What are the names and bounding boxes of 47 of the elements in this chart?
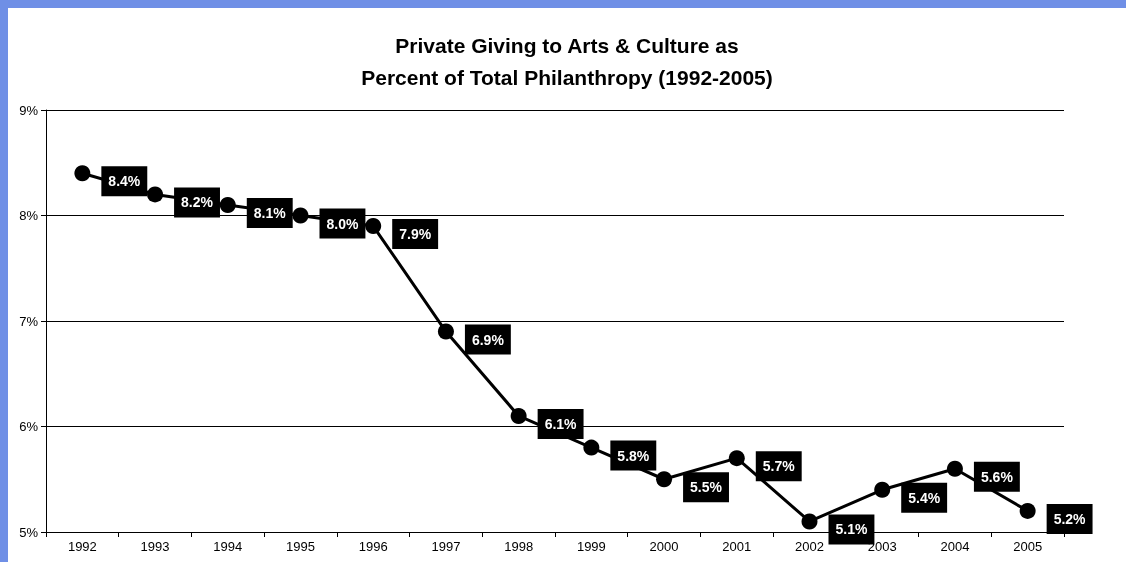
point (801, 513, 818, 530)
x-tick-label: 2002 (795, 539, 824, 554)
x-tick-label: 1999 (576, 539, 606, 554)
x-tick-label: 2000 (649, 539, 679, 554)
y-tick-label: 8% (19, 208, 39, 223)
x-tick-label: 2005 (1013, 539, 1043, 554)
x-tick-label: 2004 (940, 539, 970, 554)
data-label: 8.1% (253, 204, 287, 221)
data-label: 6.1% (544, 415, 578, 432)
x-tick-label: 1992 (67, 539, 97, 554)
point (292, 207, 309, 224)
point (510, 407, 527, 424)
point (1019, 502, 1036, 519)
data-label: 5.1% (835, 521, 868, 538)
data-label: 5.5% (690, 479, 723, 496)
point (147, 186, 164, 203)
data-label: 5.2% (1053, 510, 1087, 527)
data-label: 5.4% (908, 489, 941, 506)
point (437, 323, 454, 340)
point (365, 218, 382, 235)
point (656, 471, 673, 488)
y-tick-label: 6% (19, 419, 39, 434)
data-label: 8.4% (108, 173, 141, 190)
data-label: 5.8% (617, 447, 650, 464)
data-label: 8.2% (181, 194, 214, 211)
point (219, 196, 236, 213)
x-tick-label: 1993 (140, 539, 170, 554)
y-tick-label: 5% (19, 524, 39, 540)
data-label: 5.7% (762, 458, 796, 475)
data-label: 6.9% (471, 331, 505, 348)
x-tick-label: 1998 (504, 539, 534, 554)
point (874, 481, 891, 498)
data-label: 7.9% (399, 226, 432, 243)
x-tick-label: 1995 (286, 539, 315, 554)
point (946, 460, 963, 477)
x-tick-label: 1994 (213, 539, 243, 554)
chart-title: Private Giving to Arts & Culture as Percent of Total Philanthropy (1992-2005) (361, 33, 773, 89)
x-tick-label: 1996 (358, 539, 388, 554)
y-tick-label: 7% (19, 313, 39, 329)
y-tick-label: 9% (19, 102, 39, 118)
point (74, 165, 91, 182)
x-tick-label: 2001 (722, 539, 752, 554)
point (583, 439, 600, 456)
data-label: 5.6% (980, 468, 1014, 485)
point (728, 450, 745, 467)
x-tick-label: 1997 (431, 539, 461, 554)
data-label: 8.0% (326, 215, 359, 232)
